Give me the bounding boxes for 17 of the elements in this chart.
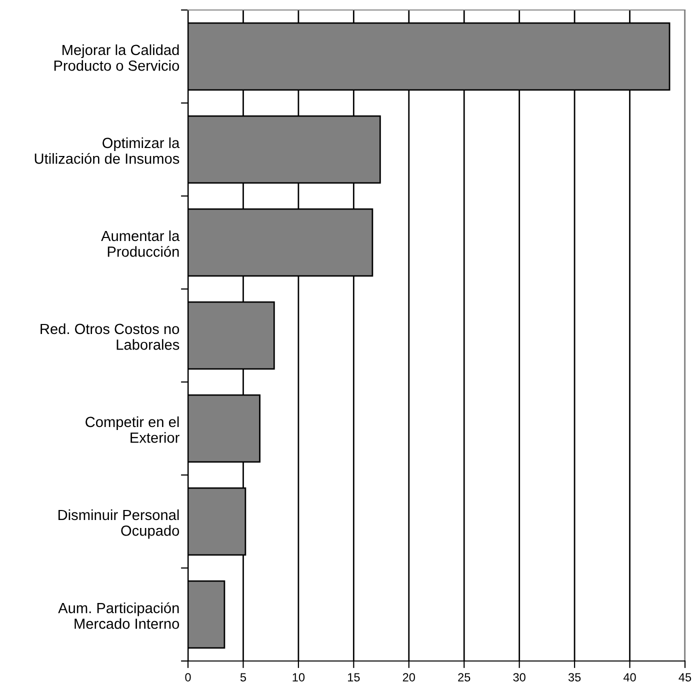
y-tick-label: Aumentar la Producción <box>101 230 180 257</box>
x-tick-label: 40 <box>623 673 636 682</box>
x-tick-label: 25 <box>458 673 470 682</box>
y-tick-label: Mejorar la Calidad Producto o Servicio <box>54 44 180 71</box>
x-tick-label: 5 <box>240 673 246 682</box>
x-tick-label: 35 <box>568 673 581 682</box>
y-tick-label: Competir en el Exterior <box>86 416 180 443</box>
x-tick-label: 20 <box>402 673 415 682</box>
x-tick-label: 45 <box>678 673 692 682</box>
y-tick-label: Aum. Participación Mercado Interno <box>58 602 180 629</box>
y-tick-label: Red. Otros Costos no Laborales <box>40 323 180 350</box>
x-tick-label: 15 <box>348 673 360 682</box>
x-tick-label: 10 <box>292 673 305 682</box>
y-tick-label: Disminuir Personal Ocupado <box>58 509 180 539</box>
y-tick-label: Optimizar la Utilización de Insumos <box>34 137 180 164</box>
x-tick-label: 0 <box>185 673 191 682</box>
x-tick-label: 30 <box>513 673 526 682</box>
